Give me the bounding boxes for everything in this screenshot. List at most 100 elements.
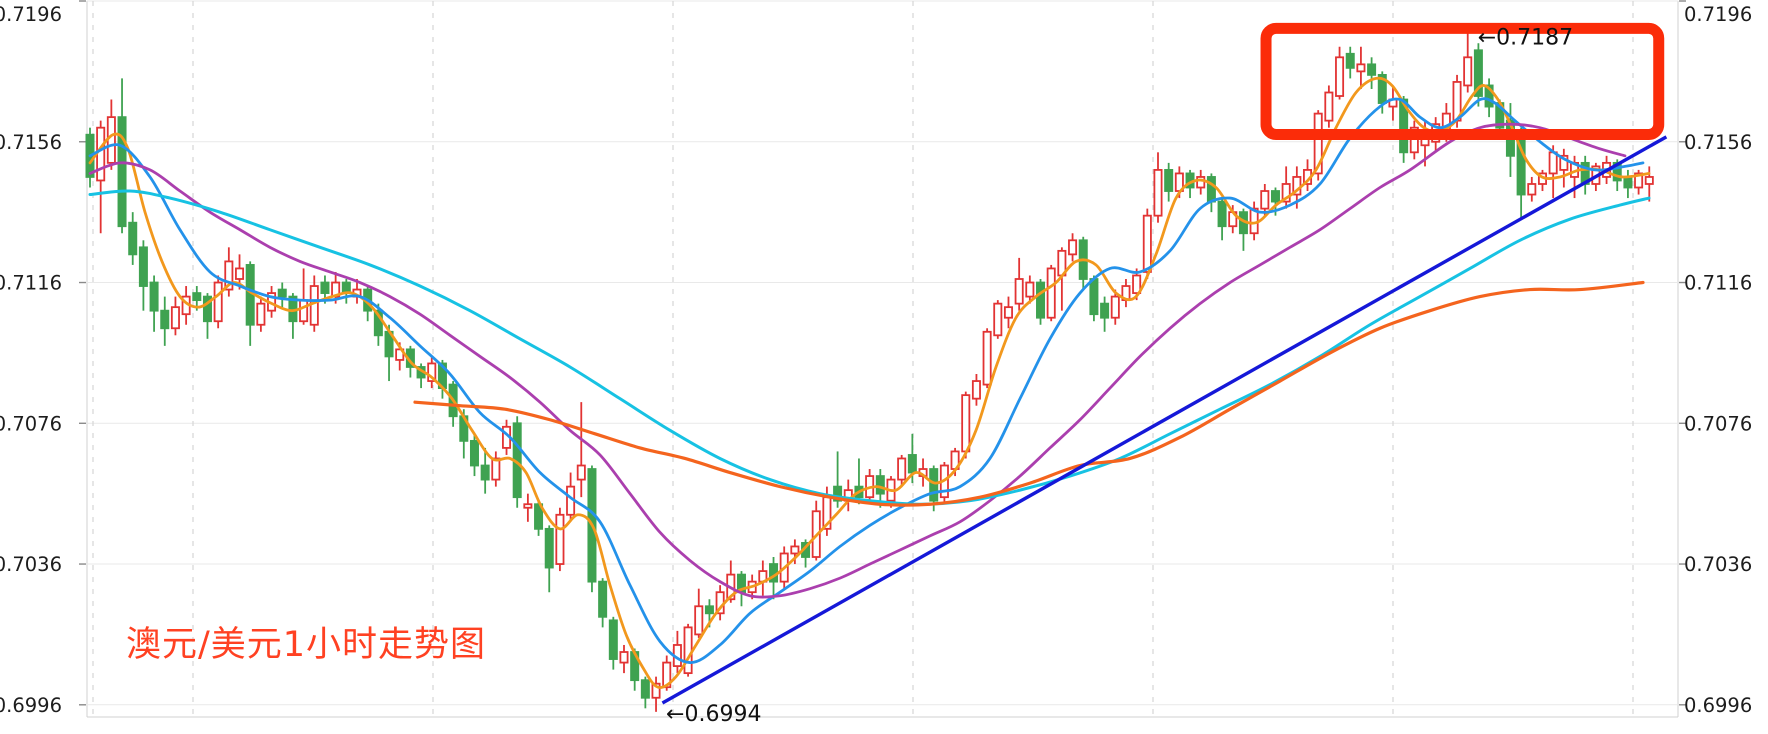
candle-up[interactable] [256,302,266,326]
candle-down[interactable] [1473,49,1483,97]
candle-up[interactable] [106,116,116,164]
candle-down[interactable] [1399,98,1409,154]
candle-down[interactable] [598,580,608,618]
candle-up[interactable] [1335,56,1345,97]
y-axis-label-left: 0.7076 [0,412,62,435]
annotation-low: ←0.6994 [666,702,761,727]
candle-up[interactable] [971,380,981,400]
candle-up[interactable] [1014,278,1024,305]
candle-up[interactable] [299,299,309,323]
candle-down[interactable] [277,288,287,298]
candle-up[interactable] [1196,176,1206,189]
candle-down[interactable] [1623,176,1633,189]
candle-up[interactable] [1527,183,1537,196]
ma-line-ma-fast [88,76,1651,689]
y-axis-label-left: 0.7116 [0,272,62,295]
candle-up[interactable] [897,457,907,481]
candle-up[interactable] [1068,239,1078,256]
candle-down[interactable] [640,679,650,699]
candle-up[interactable] [1463,56,1473,87]
candle-up[interactable] [1356,63,1366,73]
y-axis-label-right: 0.7076 [1684,412,1752,435]
candle-down[interactable] [929,468,939,502]
y-axis-label-right: 0.7116 [1684,272,1752,295]
chart-title: 澳元/美元1小时走势图 [126,625,487,665]
candle-down[interactable] [875,475,885,495]
candle-up[interactable] [523,503,533,509]
candle-up[interactable] [1025,281,1035,298]
candle-down[interactable] [160,309,170,330]
candle-up[interactable] [662,661,672,689]
candle-up[interactable] [790,545,800,555]
candle-down[interactable] [373,309,383,337]
candle-up[interactable] [1324,91,1334,122]
candle-down[interactable] [1484,84,1494,108]
candle-up[interactable] [961,394,971,453]
candle-up[interactable] [1281,183,1291,203]
candle-up[interactable] [1003,306,1013,319]
candle-down[interactable] [138,246,148,287]
candle-up[interactable] [555,513,565,565]
candle-up[interactable] [1313,112,1323,175]
candle-up[interactable] [427,362,437,382]
candle-up[interactable] [1644,176,1654,185]
candle-up[interactable] [1046,267,1056,319]
candle-up[interactable] [491,457,501,481]
candle-down[interactable] [480,464,490,481]
candle-up[interactable] [1153,169,1163,217]
candle-down[interactable] [469,439,479,467]
candle-up[interactable] [1110,295,1120,319]
candle-up[interactable] [683,626,693,675]
candle-down[interactable] [704,605,714,615]
candle-down[interactable] [1089,278,1099,316]
candle-up[interactable] [576,464,586,481]
y-axis-label-right: 0.7036 [1684,553,1752,576]
candle-down[interactable] [1164,169,1174,192]
candle-up[interactable] [1559,154,1569,171]
candle-down[interactable] [544,527,554,569]
y-axis-label-left: 0.7156 [0,131,62,154]
candle-down[interactable] [907,454,917,474]
candle-down[interactable] [1100,302,1110,319]
candle-up[interactable] [235,267,245,280]
candle-down[interactable] [192,292,202,302]
candle-up[interactable] [224,260,234,291]
candle-down[interactable] [1377,73,1387,104]
candle-down[interactable] [117,116,127,228]
candle-down[interactable] [1270,190,1280,203]
y-axis-label-left: 0.7036 [0,553,62,576]
candle-up[interactable] [1634,172,1644,189]
candle-up[interactable] [982,330,992,386]
candle-down[interactable] [1217,200,1227,228]
candle-up[interactable] [619,651,629,664]
candle-down[interactable] [608,619,618,660]
candle-down[interactable] [128,221,138,256]
candle-up[interactable] [651,682,661,699]
candle-down[interactable] [202,295,212,323]
candle-up[interactable] [1132,274,1142,294]
candle-down[interactable] [149,281,159,312]
y-axis-label-right: 0.7156 [1684,131,1752,154]
candle-up[interactable] [993,302,1003,337]
candle-up[interactable] [1548,151,1558,175]
candle-up[interactable] [170,306,180,330]
candle-down[interactable] [1036,281,1046,319]
candle-up[interactable] [213,281,223,323]
candle-down[interactable] [1345,52,1355,69]
candle-up[interactable] [395,348,405,361]
candle-down[interactable] [1206,176,1216,203]
candle-down[interactable] [833,485,843,502]
candle-down[interactable] [1367,63,1377,76]
candle-up[interactable] [309,285,319,326]
candle-up[interactable] [1142,214,1152,273]
candle-up[interactable] [694,605,704,636]
candle-up[interactable] [96,126,106,182]
ma-line-ma-slow [88,122,1627,599]
candle-down[interactable] [320,281,330,294]
candle-up[interactable] [1260,190,1270,210]
candle-down[interactable] [534,503,544,530]
ma-line-ma-long [413,280,1645,507]
annotation-high: ←0.7187 [1478,26,1573,51]
